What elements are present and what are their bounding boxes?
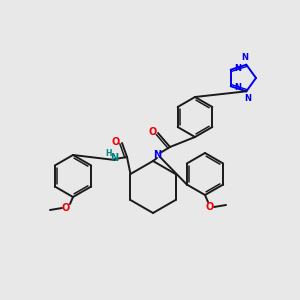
Text: O: O <box>206 202 214 212</box>
Text: N: N <box>235 83 242 92</box>
Text: N: N <box>244 94 251 103</box>
Text: N: N <box>110 153 118 163</box>
Text: O: O <box>62 203 70 213</box>
Text: H: H <box>105 149 111 158</box>
Text: O: O <box>149 127 157 137</box>
Text: N: N <box>235 64 242 73</box>
Text: O: O <box>112 137 120 147</box>
Text: N: N <box>241 53 248 62</box>
Text: N: N <box>153 150 161 160</box>
